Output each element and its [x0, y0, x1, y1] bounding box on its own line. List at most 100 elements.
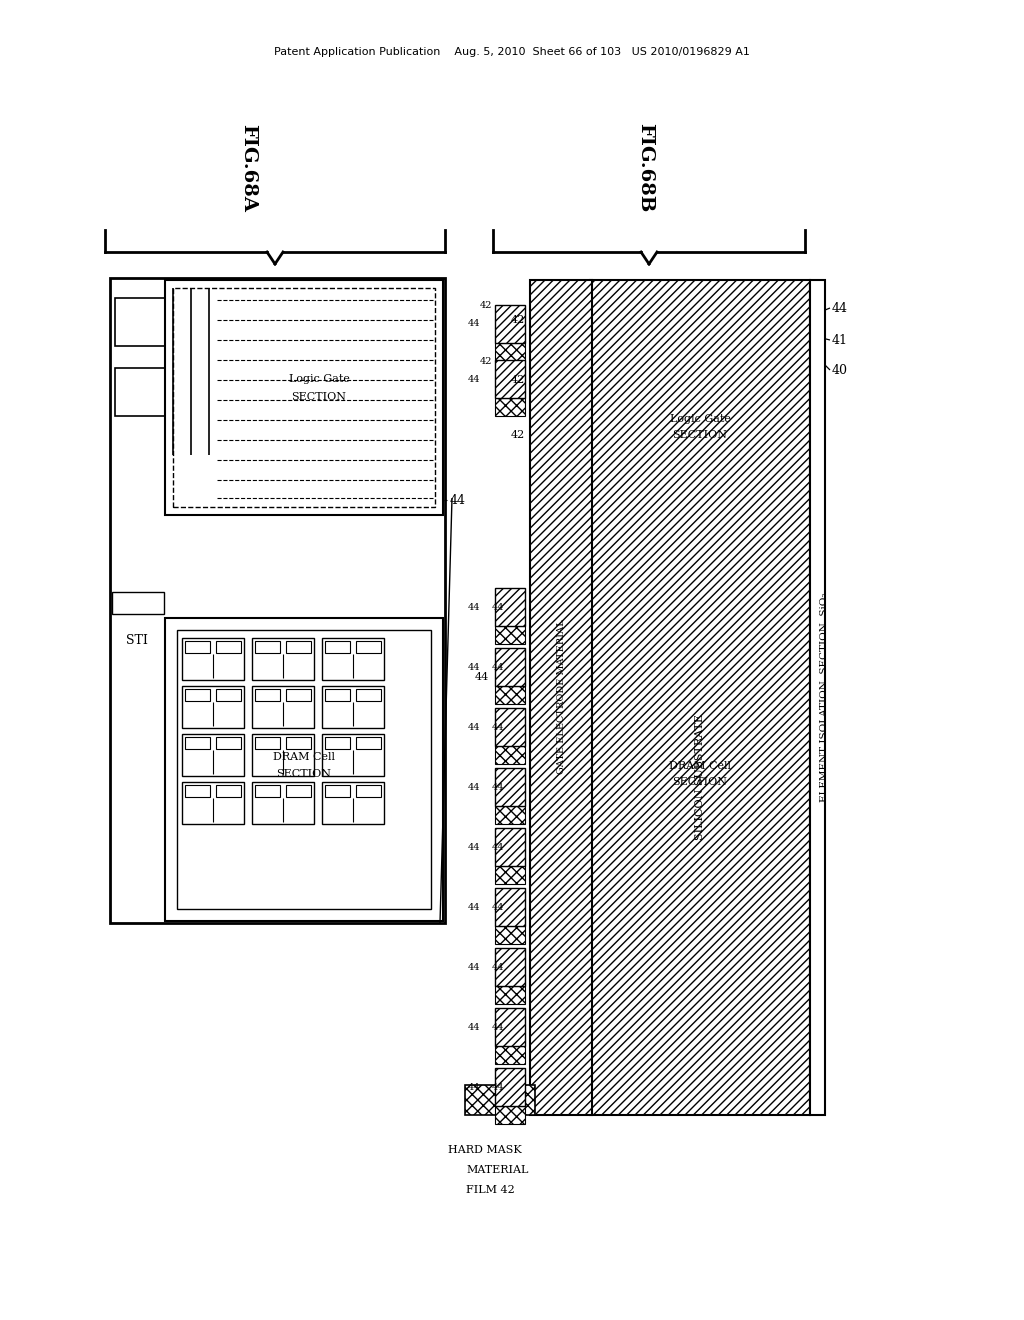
- Bar: [495, 1106, 525, 1125]
- Bar: [495, 927, 525, 944]
- Bar: [216, 642, 241, 653]
- Bar: [325, 737, 350, 748]
- Bar: [356, 785, 381, 797]
- Text: SECTION: SECTION: [292, 392, 346, 403]
- Text: 41: 41: [831, 334, 848, 346]
- Text: DRAM Cell: DRAM Cell: [273, 752, 335, 762]
- Text: DRAM Cell: DRAM Cell: [669, 762, 731, 771]
- Bar: [495, 343, 525, 360]
- Text: MATERIAL: MATERIAL: [467, 1166, 529, 1175]
- Text: 44: 44: [492, 843, 505, 853]
- Bar: [110, 279, 445, 923]
- Text: 44: 44: [468, 722, 480, 731]
- Text: 40: 40: [831, 363, 848, 376]
- Bar: [216, 785, 241, 797]
- Text: 44: 44: [468, 602, 480, 611]
- Bar: [115, 298, 165, 346]
- Bar: [495, 305, 525, 343]
- Text: 44: 44: [468, 319, 480, 329]
- Text: 42: 42: [511, 375, 525, 385]
- Text: 42: 42: [479, 356, 492, 366]
- Text: 44: 44: [492, 1084, 505, 1093]
- Bar: [286, 737, 311, 748]
- Text: FIG.68A: FIG.68A: [239, 124, 257, 213]
- Bar: [495, 948, 525, 986]
- Bar: [495, 866, 525, 884]
- Text: 44: 44: [492, 723, 505, 733]
- Bar: [252, 734, 314, 776]
- Text: Logic Gate: Logic Gate: [289, 374, 349, 384]
- Bar: [182, 734, 244, 776]
- Bar: [325, 785, 350, 797]
- Bar: [495, 648, 525, 686]
- Text: ELEMENT ISOLATION  SECTION  SiO₂: ELEMENT ISOLATION SECTION SiO₂: [820, 593, 829, 801]
- Bar: [495, 746, 525, 764]
- Bar: [495, 1068, 525, 1106]
- Bar: [325, 689, 350, 701]
- Text: 44: 44: [468, 903, 480, 912]
- Bar: [252, 686, 314, 729]
- Text: Patent Application Publication    Aug. 5, 2010  Sheet 66 of 103   US 2010/019682: Patent Application Publication Aug. 5, 2…: [274, 48, 750, 57]
- Bar: [322, 638, 384, 680]
- Bar: [255, 689, 280, 701]
- Bar: [495, 888, 525, 927]
- Bar: [465, 1085, 535, 1115]
- Text: GATE ELECTRODE MATERIAL: GATE ELECTRODE MATERIAL: [556, 619, 565, 775]
- Bar: [255, 737, 280, 748]
- Text: SECTION: SECTION: [673, 777, 727, 787]
- Text: 44: 44: [475, 672, 489, 682]
- Text: 42: 42: [511, 315, 525, 325]
- Bar: [286, 689, 311, 701]
- Bar: [322, 781, 384, 824]
- Text: 44: 44: [492, 1023, 505, 1032]
- Text: 44: 44: [492, 964, 505, 973]
- Text: 44: 44: [831, 301, 848, 314]
- Bar: [495, 807, 525, 824]
- Bar: [325, 642, 350, 653]
- Bar: [115, 368, 165, 416]
- Bar: [182, 638, 244, 680]
- Bar: [495, 768, 525, 807]
- Bar: [216, 689, 241, 701]
- Bar: [173, 288, 435, 507]
- Bar: [322, 686, 384, 729]
- Text: SECTION: SECTION: [276, 770, 332, 779]
- Bar: [185, 785, 210, 797]
- Text: Logic Gate: Logic Gate: [670, 414, 730, 424]
- Text: FIG.68B: FIG.68B: [636, 123, 654, 213]
- Bar: [252, 781, 314, 824]
- Bar: [495, 828, 525, 866]
- Bar: [216, 737, 241, 748]
- Bar: [182, 781, 244, 824]
- Bar: [356, 642, 381, 653]
- Bar: [165, 280, 443, 515]
- Text: HARD MASK: HARD MASK: [449, 1144, 522, 1155]
- Bar: [530, 280, 592, 1115]
- Text: SECTION: SECTION: [673, 430, 727, 440]
- Bar: [322, 734, 384, 776]
- Bar: [356, 689, 381, 701]
- Text: FILM 42: FILM 42: [466, 1185, 514, 1195]
- Bar: [185, 689, 210, 701]
- Bar: [495, 708, 525, 746]
- Text: 44: 44: [468, 375, 480, 384]
- Bar: [356, 737, 381, 748]
- Text: 44: 44: [492, 603, 505, 612]
- Bar: [495, 986, 525, 1005]
- Bar: [286, 785, 311, 797]
- Text: 44: 44: [492, 664, 505, 672]
- Text: 44: 44: [450, 494, 466, 507]
- Bar: [177, 630, 431, 909]
- Bar: [590, 280, 810, 1115]
- Bar: [495, 626, 525, 644]
- Bar: [252, 638, 314, 680]
- Bar: [185, 737, 210, 748]
- Bar: [495, 587, 525, 626]
- Text: 44: 44: [468, 1023, 480, 1031]
- Text: 44: 44: [468, 783, 480, 792]
- Bar: [810, 280, 825, 1115]
- Text: 44: 44: [468, 663, 480, 672]
- Bar: [255, 785, 280, 797]
- Bar: [495, 1045, 525, 1064]
- Text: 42: 42: [511, 430, 525, 440]
